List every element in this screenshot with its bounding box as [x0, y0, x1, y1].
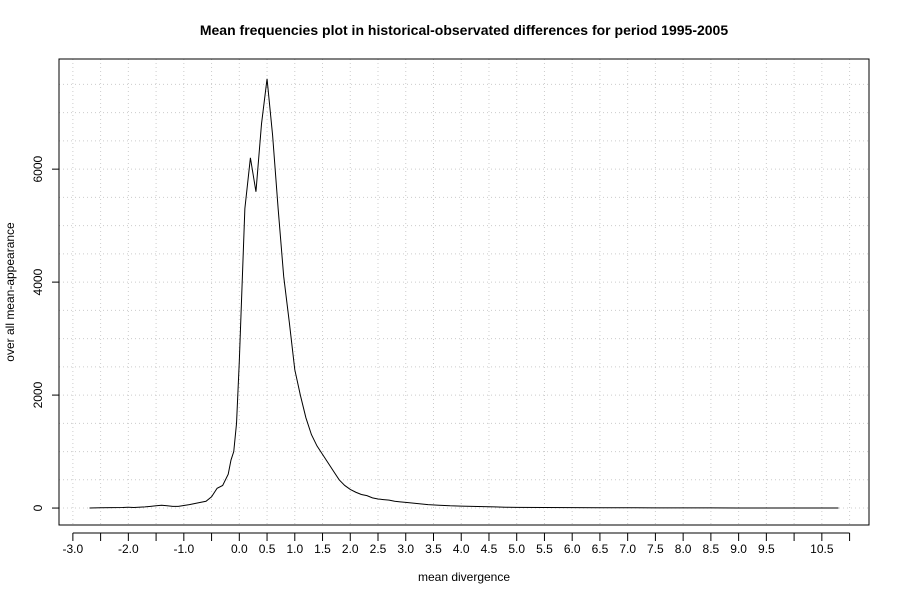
x-tick-label: 10.5 [810, 542, 834, 556]
grid [59, 59, 869, 525]
plot-area-border [58, 58, 870, 526]
x-tick-label: 2.5 [370, 542, 387, 556]
x-tick-label: 7.5 [647, 542, 664, 556]
y-tick-label: 2000 [31, 381, 45, 408]
x-tick-label: 1.5 [314, 542, 331, 556]
chart-title: Mean frequencies plot in historical-obse… [200, 22, 728, 38]
x-tick-label: -1.0 [173, 542, 194, 556]
x-tick-label: 0.5 [259, 542, 276, 556]
x-tick-label: -3.0 [63, 542, 84, 556]
x-tick-label: 0.0 [231, 542, 248, 556]
x-tick-label: 8.0 [675, 542, 692, 556]
x-axis: -3.0 -2.0 -1.0 0.0 0.5 1.0 1.5 2.0 2.5 3.0 3.5 4.0 4… [63, 532, 851, 556]
x-tick-label: 1.0 [286, 542, 303, 556]
x-tick-label: 8.5 [703, 542, 720, 556]
y-axis: 0 2000 4000 6000 [31, 155, 59, 511]
x-tick-label: 5.0 [508, 542, 525, 556]
x-tick-label: 3.0 [397, 542, 414, 556]
x-tick-label: 4.0 [453, 542, 470, 556]
x-tick-label: 3.5 [425, 542, 442, 556]
series-line [89, 78, 839, 509]
y-tick-label: 6000 [31, 155, 45, 182]
x-tick-label: 4.5 [481, 542, 498, 556]
x-tick-label: 9.0 [730, 542, 747, 556]
x-tick-label: 6.0 [564, 542, 581, 556]
y-tick-label: 4000 [31, 268, 45, 295]
y-axis-label: over all mean-appearance [3, 222, 17, 362]
x-tick-label: 7.0 [619, 542, 636, 556]
x-tick-label: 9.5 [758, 542, 775, 556]
x-tick-label: 6.5 [592, 542, 609, 556]
x-axis-label: mean divergence [418, 570, 510, 584]
y-tick-label: 0 [31, 504, 45, 511]
x-tick-label: 5.5 [536, 542, 553, 556]
x-tick-label: 2.0 [342, 542, 359, 556]
x-tick-label: -2.0 [118, 542, 139, 556]
